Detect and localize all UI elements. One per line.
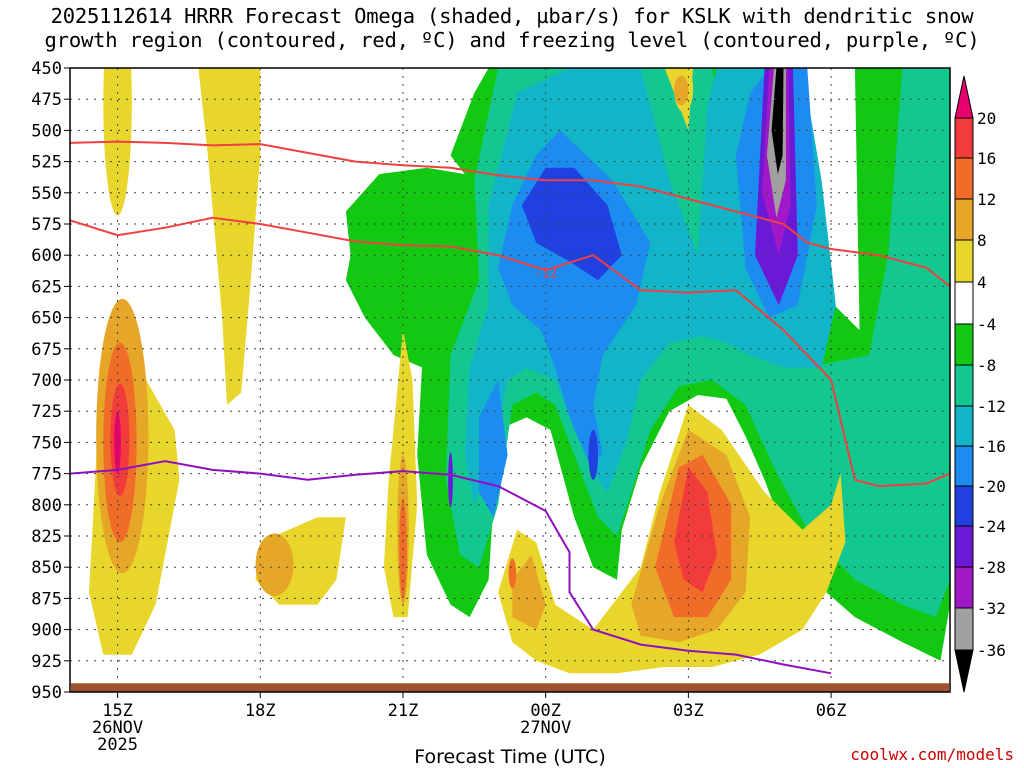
y-tick-label: 925: [31, 652, 62, 672]
omega-region-gt-4-b: [198, 68, 261, 405]
x-tick-label: 15Z: [102, 701, 133, 721]
y-tick-label: 625: [31, 277, 62, 297]
colorbar-swatch: [954, 485, 974, 527]
omega-region-lt-20: [521, 167, 622, 281]
y-tick-label: 525: [31, 153, 62, 173]
omega-region-lt-36: [771, 68, 784, 175]
colorbar-swatch: [954, 281, 974, 325]
y-tick-label: 775: [31, 465, 62, 485]
x-tick-label: 00Z: [530, 701, 561, 721]
dgz-contour-label: -12: [534, 266, 557, 281]
colorbar-label: -20: [977, 477, 1006, 496]
omega-region-gt-8-b: [255, 533, 294, 596]
y-tick-label: 500: [31, 121, 62, 141]
colorbar-swatch: [954, 607, 974, 651]
colorbar-swatch: [954, 525, 974, 568]
colorbar-top-arrow: [954, 75, 974, 119]
colorbar-label: -32: [977, 599, 1006, 618]
x-tick-label: 2025: [97, 735, 138, 755]
x-tick-label: 27NOV: [520, 718, 571, 738]
colorbar-label: 8: [977, 231, 987, 250]
y-tick-label: 950: [31, 683, 62, 703]
colorbar-label: -28: [977, 558, 1006, 577]
colorbar-label: -12: [977, 397, 1006, 416]
y-tick-label: 450: [31, 59, 62, 79]
colorbar-label: 12: [977, 190, 996, 209]
colorbar-label: 16: [977, 149, 996, 168]
colorbar-swatch: [954, 239, 974, 283]
colorbar-swatch: [954, 566, 974, 609]
x-tick-label: 18Z: [245, 701, 276, 721]
dgz-contour-line: [70, 216, 950, 488]
x-tick-label: 21Z: [388, 701, 419, 721]
colorbar-swatch: [954, 405, 974, 447]
y-tick-label: 750: [31, 433, 62, 453]
colorbar-label: -24: [977, 517, 1006, 536]
colorbar-swatch: [954, 157, 974, 200]
credit-link[interactable]: coolwx.com/models: [850, 745, 1014, 764]
omega-region-gt-8-d: [512, 554, 546, 630]
terrain-bar: [71, 683, 949, 692]
y-axis: 450 475 500 525 550 575 600 625 650 675 700 725 750 7…: [31, 59, 70, 703]
colorbar-swatch: [954, 198, 974, 241]
colorbar-bottom-arrow: [954, 649, 974, 693]
colorbar-swatch: [954, 323, 974, 366]
y-tick-label: 475: [31, 90, 62, 110]
y-tick-label: 825: [31, 527, 62, 547]
colorbar-label: 4: [977, 273, 987, 292]
y-tick-label: 675: [31, 340, 62, 360]
y-tick-label: 600: [31, 246, 62, 266]
colorbar-label: -4: [977, 315, 996, 334]
plot-area: -12: [69, 67, 951, 693]
y-tick-label: 850: [31, 558, 62, 578]
colorbar: 20 16 12 8 4 -4 -8 -12 -16 -20 -24 -28 -32 -36: [954, 75, 1006, 693]
y-tick-label: 875: [31, 589, 62, 609]
omega-shading: [89, 68, 950, 674]
y-tick-label: 725: [31, 402, 62, 422]
y-tick-label: 550: [31, 184, 62, 204]
x-axis-title: Forecast Time (UTC): [414, 746, 605, 768]
x-tick-label: 03Z: [673, 701, 704, 721]
colorbar-label: -8: [977, 356, 996, 375]
omega-region-gt-20: [114, 411, 121, 474]
omega-region-lt-20-b: [588, 429, 598, 480]
y-tick-label: 575: [31, 215, 62, 235]
omega-region-gt-8-f: [674, 75, 689, 106]
colorbar-swatch: [954, 117, 974, 159]
y-tick-label: 900: [31, 621, 62, 641]
y-tick-label: 800: [31, 496, 62, 516]
x-tick-label: 26NOV: [92, 718, 143, 738]
colorbar-label: -36: [977, 641, 1006, 660]
grid-lines: [70, 68, 950, 692]
dgz-contour-line: [70, 140, 950, 288]
colorbar-swatch: [954, 364, 974, 407]
y-tick-label: 700: [31, 371, 62, 391]
colorbar-label: 20: [977, 109, 996, 128]
omega-region-gt-4-a: [103, 68, 132, 216]
freezing-level-line: [70, 460, 832, 675]
colorbar-label: -16: [977, 437, 1006, 456]
omega-region-lt-24: [448, 452, 453, 508]
omega-region-gt-12-d: [508, 558, 517, 589]
y-tick-label: 650: [31, 309, 62, 329]
x-tick-label: 06Z: [816, 701, 847, 721]
colorbar-swatch: [954, 445, 974, 487]
omega-region-gt-16-b: [674, 467, 717, 593]
contour-lines: -12: [70, 140, 950, 675]
chart-title: 2025112614 HRRR Forecast Omega (shaded, …: [44, 4, 980, 52]
